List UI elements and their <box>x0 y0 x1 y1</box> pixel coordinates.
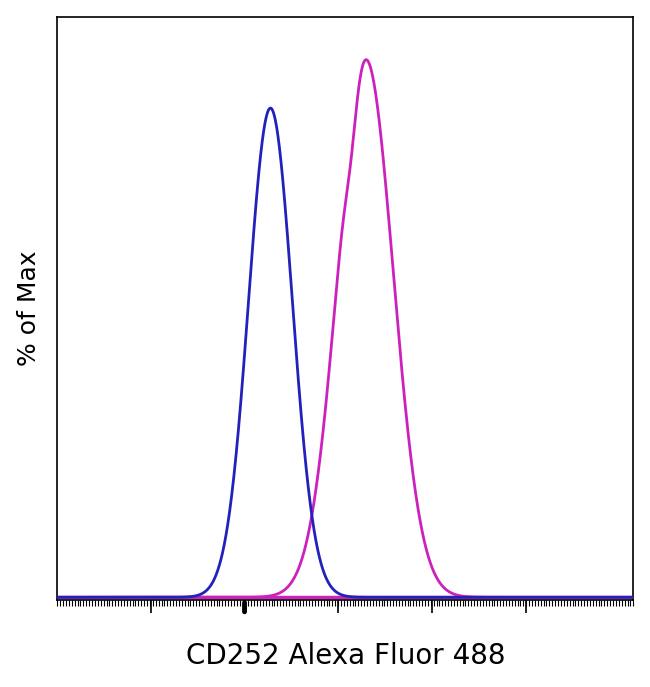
Y-axis label: % of Max: % of Max <box>17 251 41 366</box>
X-axis label: CD252 Alexa Fluor 488: CD252 Alexa Fluor 488 <box>186 642 505 671</box>
